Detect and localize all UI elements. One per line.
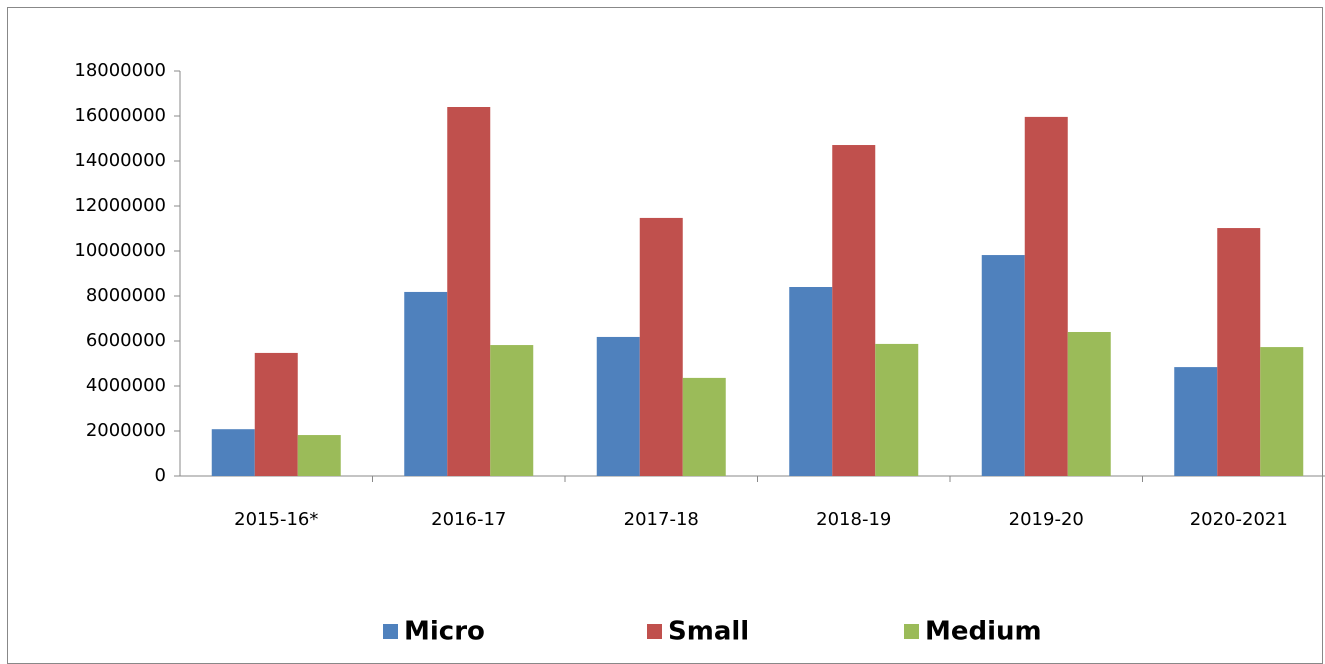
y-tick-label: 18000000 [74,60,166,81]
legend-swatch [647,624,662,639]
legend-label: Micro [404,617,485,647]
bar [1024,116,1068,477]
bar [596,336,640,476]
x-tick-label: 2017-18 [624,509,699,530]
x-tick-label: 2016-17 [431,509,506,530]
bar [789,287,833,476]
y-tick-label: 4000000 [86,375,166,396]
x-tick-label: 2015-16* [234,509,318,530]
legend-swatch [904,624,919,639]
y-tick-label: 2000000 [86,420,166,441]
y-tick-label: 0 [155,465,166,486]
legend-label: Small [668,617,749,647]
bar [832,145,876,476]
bar [1067,332,1111,476]
y-tick-label: 16000000 [74,105,166,126]
y-tick-label: 10000000 [74,240,166,261]
x-tick-label: 2019-20 [1009,509,1084,530]
bar [1174,367,1218,476]
bar [981,255,1025,476]
bar [211,429,255,476]
legend-swatch [383,624,398,639]
bar [682,377,726,476]
bar [447,107,491,476]
x-tick-label: 2018-19 [816,509,891,530]
bar [875,343,919,476]
bar [490,345,534,476]
bar [254,352,298,476]
y-tick-label: 8000000 [86,285,166,306]
y-tick-label: 12000000 [74,195,166,216]
y-tick-label: 14000000 [74,150,166,171]
bar [297,435,341,476]
legend-label: Medium [925,617,1042,647]
bar [1217,228,1261,476]
bar [639,217,683,477]
bar [404,291,448,476]
y-tick-label: 6000000 [86,330,166,351]
bar [1260,347,1304,476]
x-tick-label: 2020-2021 [1190,509,1288,530]
